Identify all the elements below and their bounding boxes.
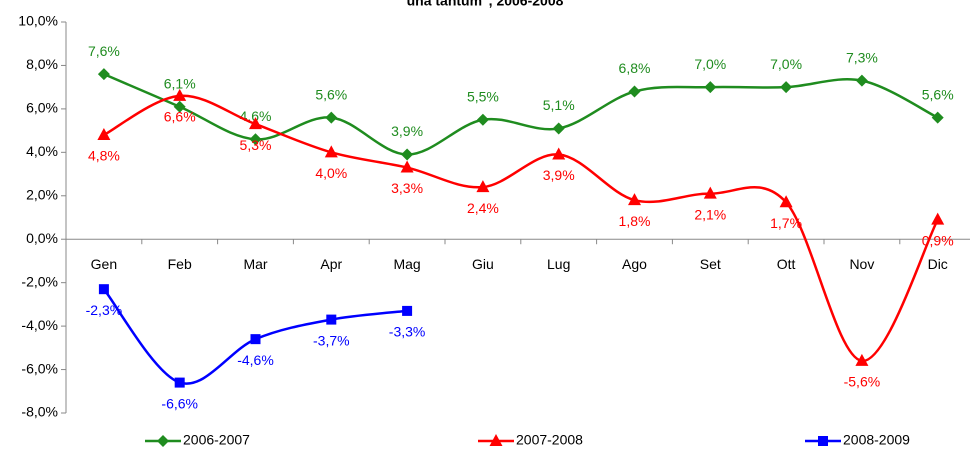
y-tick-label: -4,0% xyxy=(21,317,58,333)
data-label: 3,3% xyxy=(391,180,423,196)
data-label: 5,3% xyxy=(240,137,272,153)
data-label: -3,7% xyxy=(313,332,350,348)
data-label: 1,7% xyxy=(770,215,802,231)
data-label: 7,0% xyxy=(694,56,726,72)
data-point xyxy=(855,74,868,87)
y-tick-label: 8,0% xyxy=(26,56,58,72)
data-point xyxy=(324,145,338,158)
series-line xyxy=(103,72,939,156)
data-point xyxy=(628,85,641,98)
data-point xyxy=(326,314,337,325)
y-tick-label: 6,0% xyxy=(26,100,58,116)
data-label: -3,3% xyxy=(389,324,426,340)
y-tick-label: 10,0% xyxy=(18,13,58,29)
data-point xyxy=(97,127,111,140)
data-label: 5,1% xyxy=(543,97,575,113)
series-line xyxy=(103,94,939,363)
legend-marker xyxy=(157,435,169,447)
x-tick-label: Lug xyxy=(547,256,570,272)
x-tick-label: Mar xyxy=(243,256,267,272)
data-label: 5,5% xyxy=(467,88,499,104)
data-point xyxy=(249,133,262,146)
legend-label: 2008-2009 xyxy=(843,432,910,448)
y-tick-label: 0,0% xyxy=(26,230,58,246)
x-tick-label: Set xyxy=(700,256,721,272)
data-point xyxy=(628,193,641,206)
series-line xyxy=(102,288,408,385)
data-label: 4,8% xyxy=(88,148,120,164)
x-tick-label: Apr xyxy=(320,256,342,272)
data-point xyxy=(552,122,565,135)
legend-label: 2007-2008 xyxy=(516,432,583,448)
data-label: 3,9% xyxy=(543,167,575,183)
data-point xyxy=(97,68,110,81)
data-label: 7,3% xyxy=(846,49,878,65)
x-tick-label: Nov xyxy=(849,256,874,272)
data-point xyxy=(325,111,338,124)
data-point xyxy=(173,100,186,113)
data-point xyxy=(931,212,945,225)
y-tick-label: 4,0% xyxy=(26,143,58,159)
data-label: 1,8% xyxy=(619,213,651,229)
data-point xyxy=(98,284,109,295)
chart-title: una tantum", 2006-2008 xyxy=(407,0,564,9)
y-tick-label: -2,0% xyxy=(21,273,58,289)
data-point xyxy=(779,195,793,208)
data-label: 0,9% xyxy=(922,232,954,248)
data-label: 6,8% xyxy=(619,60,651,76)
data-label: 3,9% xyxy=(391,123,423,139)
y-tick-label: -6,0% xyxy=(21,360,58,376)
data-point xyxy=(400,160,414,173)
x-tick-label: Mag xyxy=(393,256,420,272)
data-label: 4,0% xyxy=(315,165,347,181)
data-label: -2,3% xyxy=(86,302,123,318)
x-tick-label: Ago xyxy=(622,256,647,272)
data-label: 2,1% xyxy=(694,206,726,222)
data-label: 5,6% xyxy=(922,86,954,102)
data-label: -4,6% xyxy=(237,352,274,368)
data-label: 2,4% xyxy=(467,200,499,216)
x-tick-label: Ott xyxy=(777,256,796,272)
legend-label: 2006-2007 xyxy=(183,432,250,448)
data-label: 5,6% xyxy=(315,86,347,102)
data-point xyxy=(552,147,566,160)
y-tick-label: 2,0% xyxy=(26,186,58,202)
data-point xyxy=(402,305,413,316)
data-label: -6,6% xyxy=(161,395,198,411)
x-tick-label: Dic xyxy=(928,256,948,272)
y-tick-label: -8,0% xyxy=(21,404,58,420)
x-tick-label: Giu xyxy=(472,256,494,272)
data-point xyxy=(476,180,490,193)
data-point xyxy=(250,334,261,345)
data-label: -5,6% xyxy=(844,374,881,390)
data-label: 7,0% xyxy=(770,56,802,72)
legend-marker xyxy=(489,434,503,446)
data-point xyxy=(401,148,414,161)
data-point xyxy=(476,113,489,126)
data-point xyxy=(173,88,187,101)
data-point xyxy=(855,353,869,366)
data-point xyxy=(704,81,717,94)
data-label: 6,1% xyxy=(164,75,196,91)
data-label: 6,6% xyxy=(164,109,196,125)
x-tick-label: Gen xyxy=(91,256,117,272)
data-point xyxy=(703,186,717,199)
data-point xyxy=(931,111,944,124)
data-point xyxy=(780,81,793,94)
data-label: 7,6% xyxy=(88,43,120,59)
data-point xyxy=(249,117,262,130)
x-tick-label: Feb xyxy=(168,256,192,272)
data-point xyxy=(174,377,185,388)
legend-marker xyxy=(818,436,828,446)
